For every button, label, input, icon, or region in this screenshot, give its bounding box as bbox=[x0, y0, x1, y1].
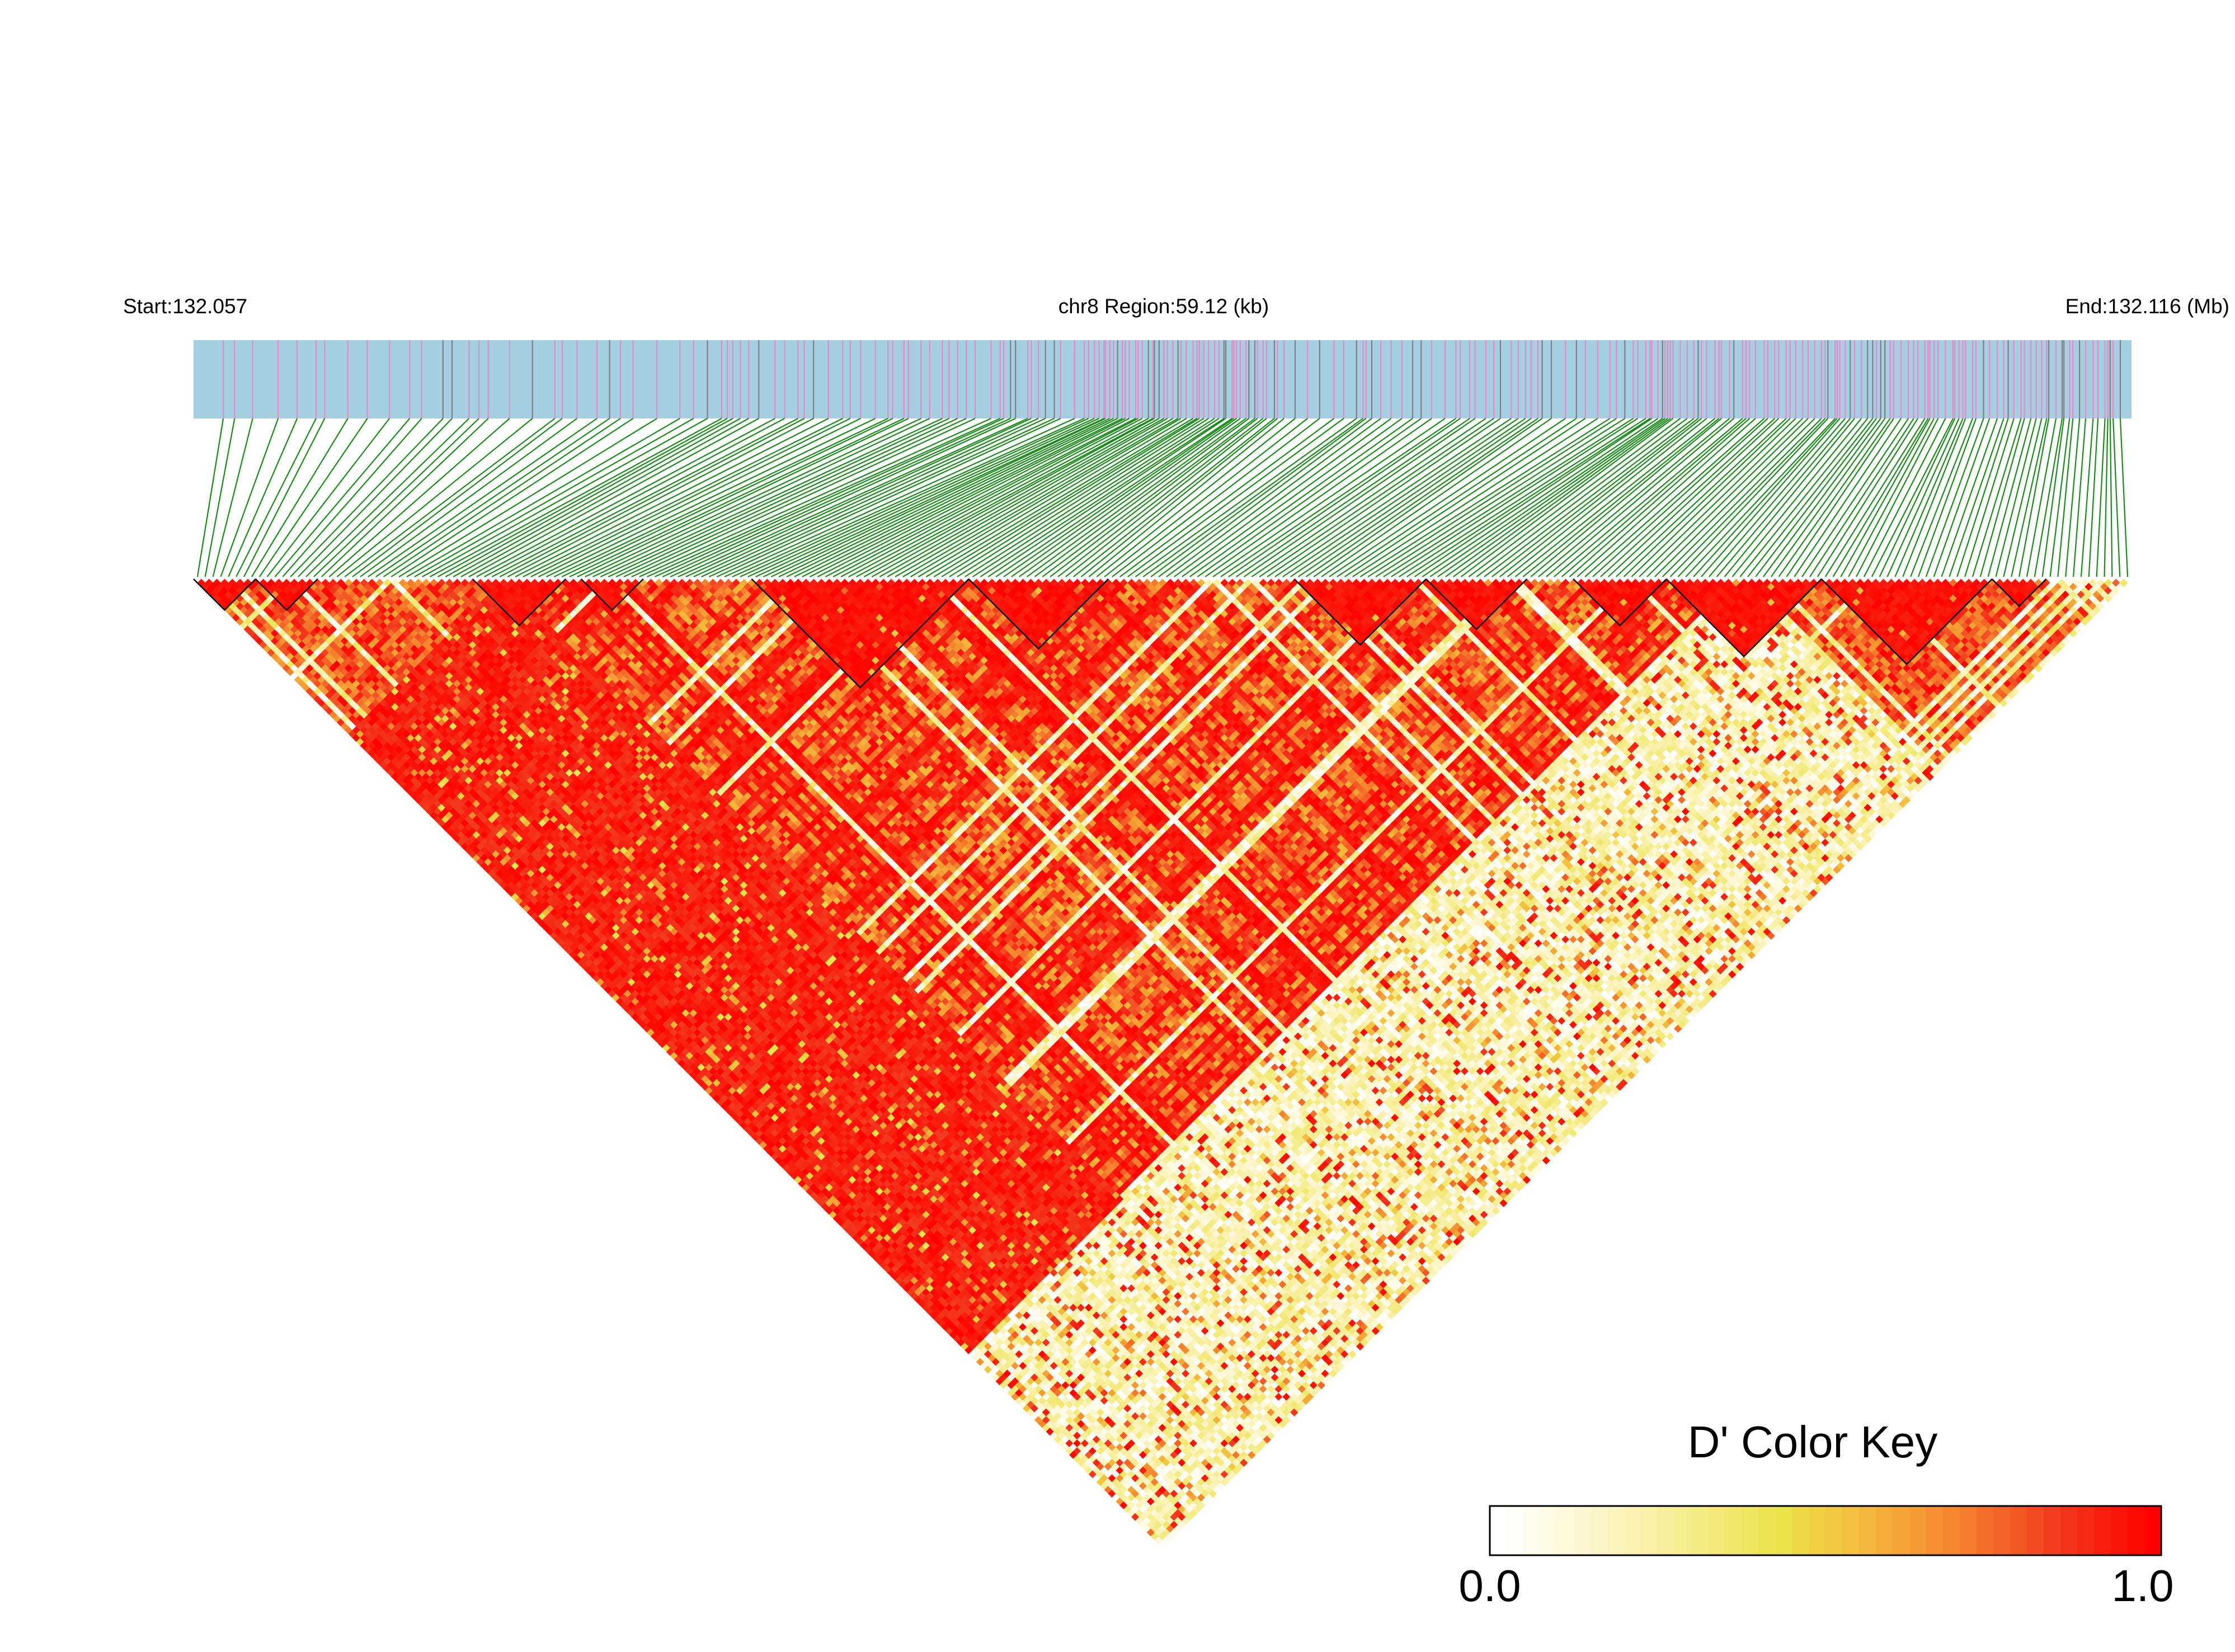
snp-connector bbox=[345, 418, 555, 577]
snp-connector bbox=[887, 418, 1168, 577]
snp-connector bbox=[1236, 418, 1470, 577]
snp-connector bbox=[1655, 418, 1815, 577]
region-end-label: End:132.116 (Mb) bbox=[2065, 295, 2229, 318]
snp-connector bbox=[2120, 418, 2128, 577]
snp-connector bbox=[2089, 418, 2098, 577]
snp-track-background bbox=[194, 340, 2132, 418]
snp-connector bbox=[1957, 418, 2008, 577]
snp-connector bbox=[2019, 418, 2049, 577]
snp-connector bbox=[1918, 418, 1976, 577]
snp-connector bbox=[2110, 418, 2112, 577]
snp-connector bbox=[616, 418, 957, 577]
snp-connector bbox=[1438, 418, 1665, 577]
snp-track bbox=[194, 340, 2132, 418]
snp-connector bbox=[2113, 418, 2120, 577]
snp-connector bbox=[2081, 418, 2093, 577]
snp-connector bbox=[2035, 418, 2062, 577]
snp-connector bbox=[252, 418, 348, 577]
snp-connector bbox=[1136, 418, 1357, 577]
snp-connector bbox=[1763, 418, 1881, 577]
snp-connector bbox=[407, 418, 680, 577]
snp-connector bbox=[275, 418, 410, 577]
snp-connector bbox=[430, 418, 722, 577]
snp-connector bbox=[399, 418, 657, 577]
snp-connector bbox=[1973, 418, 2021, 577]
snp-connector bbox=[1229, 418, 1460, 577]
snp-connector bbox=[267, 418, 389, 577]
snp-connector bbox=[895, 418, 1173, 577]
snp-connector bbox=[306, 418, 469, 577]
ld-heatmap bbox=[197, 579, 2128, 1548]
snp-connector bbox=[322, 418, 488, 577]
snp-connector bbox=[1406, 418, 1650, 577]
snp-connector bbox=[1508, 418, 1707, 577]
snp-connector bbox=[2073, 418, 2086, 577]
snp-connector bbox=[2105, 418, 2108, 577]
snp-connector bbox=[1639, 418, 1803, 577]
snp-connector bbox=[841, 418, 1142, 577]
snp-connector bbox=[1740, 418, 1867, 577]
snp-connector bbox=[2065, 418, 2079, 577]
snp-connector bbox=[422, 418, 708, 577]
snp-connector bbox=[298, 418, 452, 577]
snp-connector bbox=[220, 418, 278, 577]
snp-connector bbox=[1291, 418, 1526, 577]
snp-connector bbox=[228, 418, 297, 577]
region-title: chr8 Region:59.12 (kb) bbox=[1058, 295, 1269, 318]
snp-connector bbox=[2097, 418, 2105, 577]
snp-connector-lines bbox=[197, 418, 2128, 577]
snp-connector bbox=[756, 418, 1099, 577]
snp-connector bbox=[314, 418, 479, 577]
snp-connector bbox=[376, 418, 610, 577]
snp-connector bbox=[1949, 418, 2003, 577]
snp-connector bbox=[1802, 418, 1908, 577]
region-start-label: Start:132.057 bbox=[123, 295, 247, 318]
